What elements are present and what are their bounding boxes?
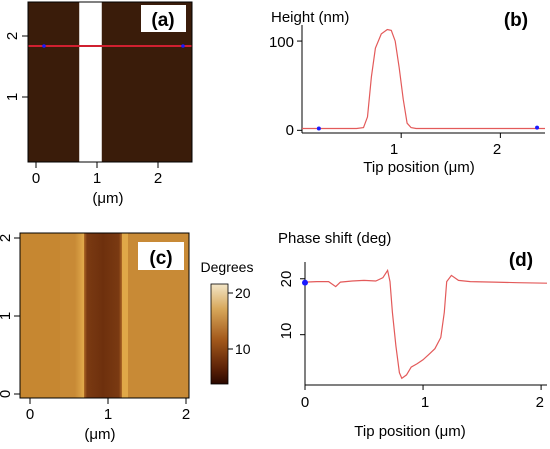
scan-marker-left	[42, 44, 46, 48]
colorbar	[210, 283, 229, 385]
d-xtick-2: 2	[536, 394, 544, 411]
topography-line-feature	[79, 2, 102, 162]
d-xtick-1: 1	[421, 394, 429, 411]
phase-stripe	[84, 233, 122, 398]
panel-c: 0 1 2 2 1 0 (μm) (c) Degrees 20 10	[0, 232, 254, 443]
c-ytick-1: 1	[0, 312, 14, 320]
data-marker-0	[316, 126, 321, 131]
data-marker-0	[302, 279, 308, 286]
a-xtick-2: 2	[154, 170, 162, 187]
d-title: Phase shift (deg)	[278, 230, 391, 247]
colorbar-title: Degrees	[201, 259, 254, 275]
c-xtick-2: 2	[182, 406, 190, 423]
c-ytick-0: 0	[0, 390, 14, 398]
c-ytick-2: 2	[0, 234, 14, 242]
c-xtick-0: 0	[26, 406, 34, 423]
a-ytick-2: 2	[4, 32, 21, 40]
b-xtick-2: 2	[493, 141, 501, 158]
d-ytick-20: 20	[278, 271, 295, 288]
a-x-unit: (μm)	[92, 190, 123, 207]
phase-bright-edge-left	[75, 233, 84, 398]
c-xtick-1: 1	[104, 406, 112, 423]
b-ytick-0: 0	[286, 122, 294, 139]
colorbar-tick-10: 10	[235, 341, 251, 357]
a-xtick-0: 0	[32, 170, 40, 187]
a-ytick-1: 1	[4, 93, 21, 101]
b-xtick-1: 1	[390, 141, 398, 158]
d-ytick-10: 10	[278, 323, 295, 340]
data-marker-1	[535, 125, 540, 130]
b-title: Height (nm)	[271, 9, 349, 26]
height-plot	[297, 25, 545, 138]
panel-label-b: (b)	[504, 10, 528, 31]
phase-bright-edge-right	[122, 233, 128, 398]
d-xlabel: Tip position (μm)	[354, 423, 465, 440]
b-xlabel: Tip position (μm)	[363, 159, 474, 176]
panel-a: 0 1 2 2 1 (μm) (a)	[4, 1, 193, 207]
panel-label-d: (d)	[509, 250, 533, 271]
series-line-0	[302, 28, 545, 130]
series-line-0	[304, 268, 548, 380]
d-xtick-0: 0	[301, 394, 309, 411]
b-ytick-100: 100	[269, 34, 294, 51]
phase-plot	[300, 262, 548, 390]
panel-label-a: (a)	[151, 10, 174, 31]
panel-b: Height (nm) (b) 100 0 1 2 Tip position (…	[269, 9, 545, 176]
scan-marker-right	[181, 44, 185, 48]
colorbar-tick-20: 20	[235, 285, 251, 301]
panel-label-c: (c)	[149, 248, 172, 269]
a-xtick-1: 1	[93, 170, 101, 187]
panel-d: Phase shift (deg) (d) 20 10 0 1 2 Tip po…	[278, 230, 548, 440]
c-x-unit: (μm)	[84, 426, 115, 443]
